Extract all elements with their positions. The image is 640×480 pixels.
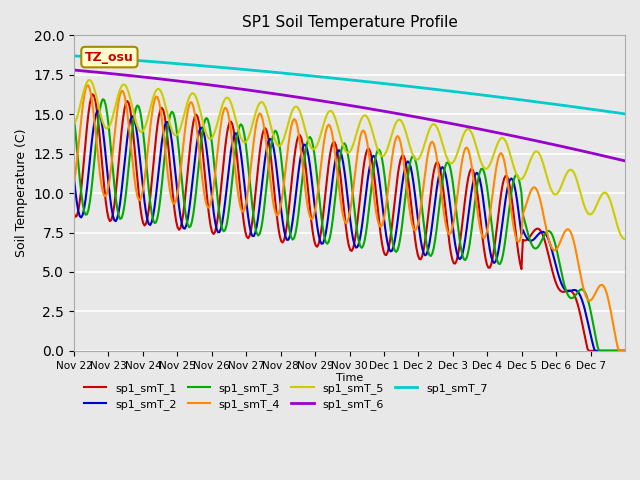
sp1_smT_4: [620, 348, 627, 354]
sp1_smT_7: [617, 110, 625, 116]
sp1_smT_1: [355, 206, 363, 212]
sp1_smT_3: [108, 151, 115, 157]
sp1_smT_5: [465, 126, 472, 132]
sp1_smT_2: [620, 348, 627, 354]
sp1_smT_2: [355, 240, 363, 246]
sp1_smT_3: [595, 348, 603, 354]
sp1_smT_4: [465, 147, 472, 153]
sp1_smT_4: [547, 241, 554, 247]
Line: sp1_smT_3: sp1_smT_3: [74, 99, 625, 351]
sp1_smT_2: [547, 241, 554, 247]
sp1_smT_4: [70, 180, 78, 185]
sp1_smT_4: [621, 348, 629, 354]
Line: sp1_smT_4: sp1_smT_4: [74, 85, 625, 351]
sp1_smT_7: [463, 90, 470, 96]
sp1_smT_1: [620, 348, 627, 354]
sp1_smT_4: [108, 161, 115, 167]
Line: sp1_smT_5: sp1_smT_5: [74, 80, 625, 239]
sp1_smT_6: [617, 157, 625, 163]
sp1_smT_7: [106, 56, 114, 61]
sp1_smT_5: [86, 77, 93, 83]
sp1_smT_6: [353, 104, 361, 109]
sp1_smT_3: [70, 116, 78, 121]
sp1_smT_4: [355, 142, 363, 147]
sp1_smT_6: [106, 71, 114, 76]
X-axis label: Time: Time: [336, 373, 363, 384]
sp1_smT_7: [353, 78, 361, 84]
Y-axis label: Soil Temperature (C): Soil Temperature (C): [15, 129, 28, 257]
sp1_smT_3: [465, 249, 472, 255]
sp1_smT_7: [89, 54, 97, 60]
sp1_smT_6: [545, 141, 552, 146]
sp1_smT_3: [89, 174, 97, 180]
sp1_smT_6: [463, 124, 470, 130]
sp1_smT_4: [90, 116, 98, 122]
sp1_smT_2: [95, 108, 102, 113]
sp1_smT_1: [547, 259, 554, 265]
sp1_smT_6: [89, 69, 97, 75]
sp1_smT_3: [620, 348, 627, 354]
sp1_smT_5: [621, 236, 629, 242]
Line: sp1_smT_1: sp1_smT_1: [74, 94, 625, 351]
sp1_smT_2: [89, 131, 97, 137]
sp1_smT_1: [585, 348, 593, 354]
sp1_smT_5: [90, 85, 98, 91]
sp1_smT_2: [465, 214, 472, 219]
sp1_smT_3: [99, 96, 107, 102]
sp1_smT_4: [616, 348, 623, 354]
sp1_smT_6: [621, 158, 629, 164]
sp1_smT_6: [70, 67, 78, 73]
sp1_smT_3: [355, 239, 363, 244]
sp1_smT_2: [621, 348, 629, 354]
Legend: sp1_smT_1, sp1_smT_2, sp1_smT_3, sp1_smT_4, sp1_smT_5, sp1_smT_6, sp1_smT_7: sp1_smT_1, sp1_smT_2, sp1_smT_3, sp1_smT…: [79, 378, 492, 415]
sp1_smT_3: [547, 229, 554, 235]
sp1_smT_2: [108, 204, 115, 210]
sp1_smT_5: [108, 118, 115, 124]
sp1_smT_2: [591, 348, 598, 354]
sp1_smT_5: [618, 234, 626, 240]
sp1_smT_1: [70, 211, 78, 216]
sp1_smT_5: [355, 123, 363, 129]
sp1_smT_1: [108, 217, 115, 223]
sp1_smT_7: [70, 53, 78, 59]
sp1_smT_1: [465, 175, 472, 181]
Title: SP1 Soil Temperature Profile: SP1 Soil Temperature Profile: [241, 15, 458, 30]
sp1_smT_7: [545, 101, 552, 107]
Text: TZ_osu: TZ_osu: [85, 50, 134, 63]
Line: sp1_smT_2: sp1_smT_2: [74, 110, 625, 351]
sp1_smT_1: [89, 91, 97, 97]
Line: sp1_smT_7: sp1_smT_7: [74, 56, 625, 114]
sp1_smT_1: [90, 93, 98, 99]
sp1_smT_3: [621, 348, 629, 354]
sp1_smT_2: [70, 176, 78, 181]
Line: sp1_smT_6: sp1_smT_6: [74, 70, 625, 161]
sp1_smT_4: [84, 83, 92, 88]
sp1_smT_1: [621, 348, 629, 354]
sp1_smT_7: [621, 111, 629, 117]
sp1_smT_5: [547, 184, 554, 190]
sp1_smT_5: [70, 121, 78, 127]
